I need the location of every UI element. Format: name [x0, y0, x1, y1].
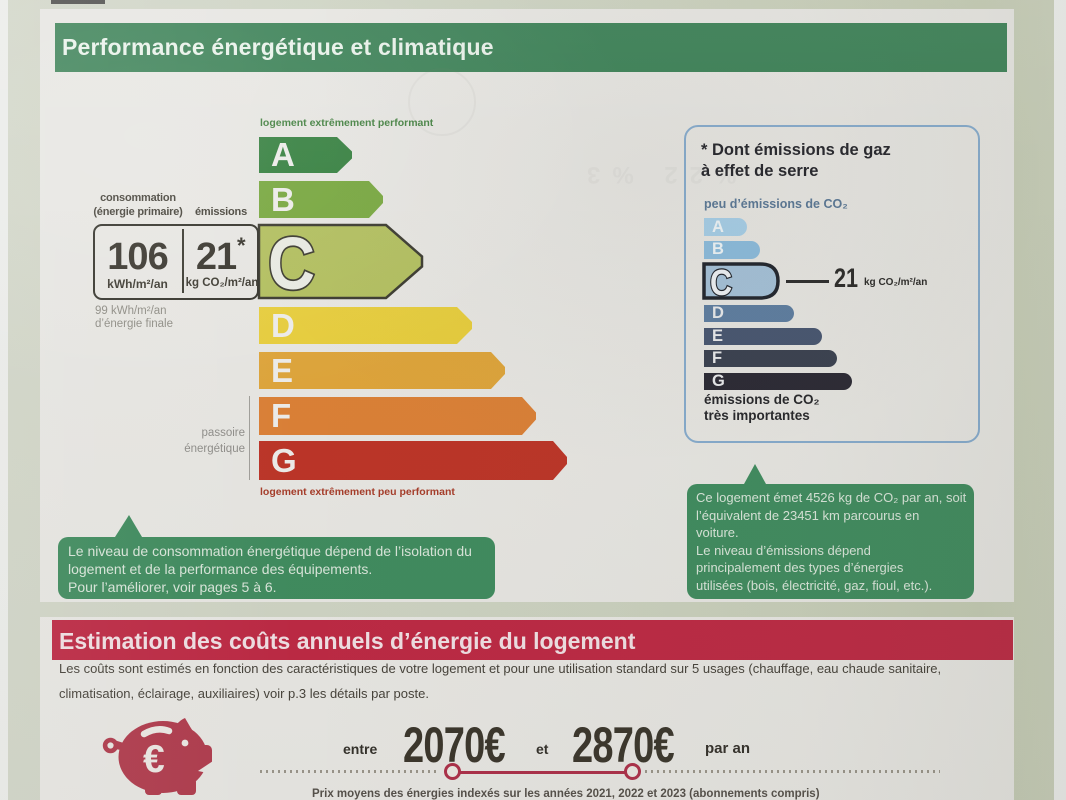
svg-text:C: C	[710, 264, 732, 300]
svg-text:C: C	[268, 223, 315, 301]
svg-text:€: €	[143, 738, 165, 781]
